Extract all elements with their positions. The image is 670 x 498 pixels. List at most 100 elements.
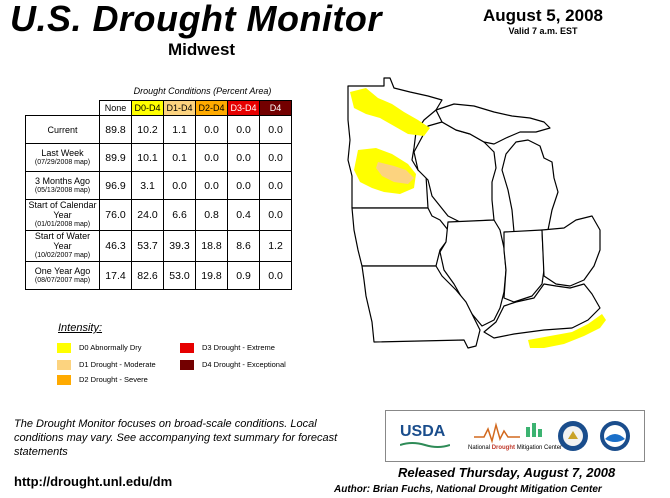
- legend-swatch: [180, 343, 194, 354]
- table-cell: 0.0: [227, 115, 260, 144]
- table-cell: 0.0: [227, 143, 260, 172]
- col-header: D3-D4: [227, 100, 260, 116]
- disclaimer-note: The Drought Monitor focuses on broad-sca…: [14, 418, 338, 458]
- table-cell: 89.8: [99, 115, 132, 144]
- row-label: Last Week (07/29/2008 map): [25, 143, 100, 172]
- table-cell: 10.1: [131, 143, 164, 172]
- col-header: D2-D4: [195, 100, 228, 116]
- legend-swatch: [57, 360, 71, 371]
- table-cell: 10.2: [131, 115, 164, 144]
- row-label: 3 Months Ago (05/13/2008 map): [25, 171, 100, 200]
- col-header: None: [99, 100, 132, 116]
- state-missouri: [361, 265, 481, 349]
- legend-item-d3: D3 Drought - Extreme: [180, 343, 275, 354]
- midwest-drought-map: [347, 77, 606, 349]
- table-row: Start of Calendar Year (01/01/2008 map) 7…: [25, 199, 292, 231]
- col-header: D1-D4: [163, 100, 196, 116]
- table-row: Start of Water Year (10/02/2007 map) 46.3…: [25, 230, 292, 262]
- table-cell: 0.0: [195, 171, 228, 200]
- table-cell: 0.0: [259, 171, 292, 200]
- legend-item-d0: D0 Abnormally Dry: [57, 343, 142, 354]
- table-cell: 18.8: [195, 230, 228, 262]
- noaa-logo-icon: [600, 421, 630, 451]
- legend-label: D2 Drought - Severe: [79, 375, 148, 384]
- state-michigan-lp: [501, 139, 559, 233]
- legend-label: D1 Drought - Moderate: [79, 360, 156, 369]
- legend-item-d4: D4 Drought - Exceptional: [180, 360, 286, 371]
- author-credit: Author: Brian Fuchs, National Drought Mi…: [334, 484, 602, 495]
- table-cell: 39.3: [163, 230, 196, 262]
- table-cell: 53.7: [131, 230, 164, 262]
- valid-time: Valid 7 a.m. EST: [508, 26, 578, 36]
- map-title: U.S. Drought Monitor: [10, 0, 382, 39]
- legend-label: D3 Drought - Extreme: [202, 343, 275, 352]
- table-cell: 0.8: [195, 199, 228, 231]
- table-row: Last Week (07/29/2008 map) 89.9 10.1 0.1 …: [25, 143, 292, 172]
- partner-logos: USDA National Drought Mitigation Center: [385, 410, 645, 462]
- table-cell: 8.6: [227, 230, 260, 262]
- release-date: Released Thursday, August 7, 2008: [398, 465, 616, 480]
- table-cell: 89.9: [99, 143, 132, 172]
- legend-swatch: [57, 343, 71, 354]
- table-cell: 3.1: [131, 171, 164, 200]
- table-row: 3 Months Ago (05/13/2008 map) 96.9 3.1 0.…: [25, 171, 292, 200]
- drought-d1-area: [376, 162, 414, 184]
- table-caption: Drought Conditions (Percent Area): [133, 86, 272, 96]
- table-row: Current 89.8 10.2 1.1 0.0 0.0 0.0: [25, 115, 292, 144]
- row-label: One Year Ago (08/07/2007 map): [25, 261, 100, 290]
- legend-item-d1: D1 Drought - Moderate: [57, 360, 156, 371]
- table-cell: 17.4: [99, 261, 132, 290]
- table-cell: 0.0: [259, 261, 292, 290]
- table-cell: 96.9: [99, 171, 132, 200]
- commerce-seal-icon: [558, 421, 588, 451]
- state-indiana: [503, 229, 545, 303]
- legend-title: Intensity:: [58, 322, 103, 334]
- table-cell: 0.4: [227, 199, 260, 231]
- table-cell: 46.3: [99, 230, 132, 262]
- table-cell: 82.6: [131, 261, 164, 290]
- row-label: Current: [25, 115, 100, 144]
- region-name: Midwest: [168, 40, 236, 59]
- table-row: One Year Ago (08/07/2007 map) 17.4 82.6 5…: [25, 261, 292, 290]
- row-label: Start of Water Year (10/02/2007 map): [25, 230, 100, 262]
- drought-conditions-table: None D0-D4 D1-D4 D2-D4 D3-D4 D4 Current …: [25, 100, 292, 290]
- state-iowa: [351, 207, 449, 267]
- col-header: D4: [259, 100, 292, 116]
- table-cell: 0.0: [195, 115, 228, 144]
- table-cell: 0.0: [259, 143, 292, 172]
- state-michigan-up: [435, 103, 551, 145]
- state-ohio: [541, 215, 601, 287]
- table-cell: 53.0: [163, 261, 196, 290]
- table-cell: 1.2: [259, 230, 292, 262]
- table-cell: 1.1: [163, 115, 196, 144]
- usda-logo: USDA: [400, 423, 446, 440]
- row-label: Start of Calendar Year (01/01/2008 map): [25, 199, 100, 231]
- table-cell: 24.0: [131, 199, 164, 231]
- legend-item-d2: D2 Drought - Severe: [57, 375, 148, 386]
- state-kentucky: [483, 283, 601, 339]
- state-illinois: [439, 219, 507, 327]
- drought-d0-area: [350, 88, 430, 136]
- ndmc-graph-icon: [474, 422, 542, 444]
- legend-label: D0 Abnormally Dry: [79, 343, 142, 352]
- drought-d0-area: [528, 314, 606, 348]
- header-blank: [26, 101, 100, 116]
- website-link[interactable]: http://drought.unl.edu/dm: [14, 474, 173, 489]
- table-cell: 76.0: [99, 199, 132, 231]
- table-cell: 0.0: [195, 143, 228, 172]
- ndmc-logo: National Drought Mitigation Center: [468, 445, 563, 451]
- legend-swatch: [57, 375, 71, 386]
- table-cell: 6.6: [163, 199, 196, 231]
- col-header: D0-D4: [131, 100, 164, 116]
- table-cell: 0.0: [163, 171, 196, 200]
- table-cell: 19.8: [195, 261, 228, 290]
- table-cell: 0.0: [259, 199, 292, 231]
- legend-label: D4 Drought - Exceptional: [202, 360, 286, 369]
- table-cell: 0.9: [227, 261, 260, 290]
- table-cell: 0.0: [259, 115, 292, 144]
- legend-swatch: [180, 360, 194, 371]
- usda-wave-icon: [400, 442, 450, 448]
- map-date: August 5, 2008: [483, 6, 603, 25]
- table-cell: 0.1: [163, 143, 196, 172]
- table-cell: 0.0: [227, 171, 260, 200]
